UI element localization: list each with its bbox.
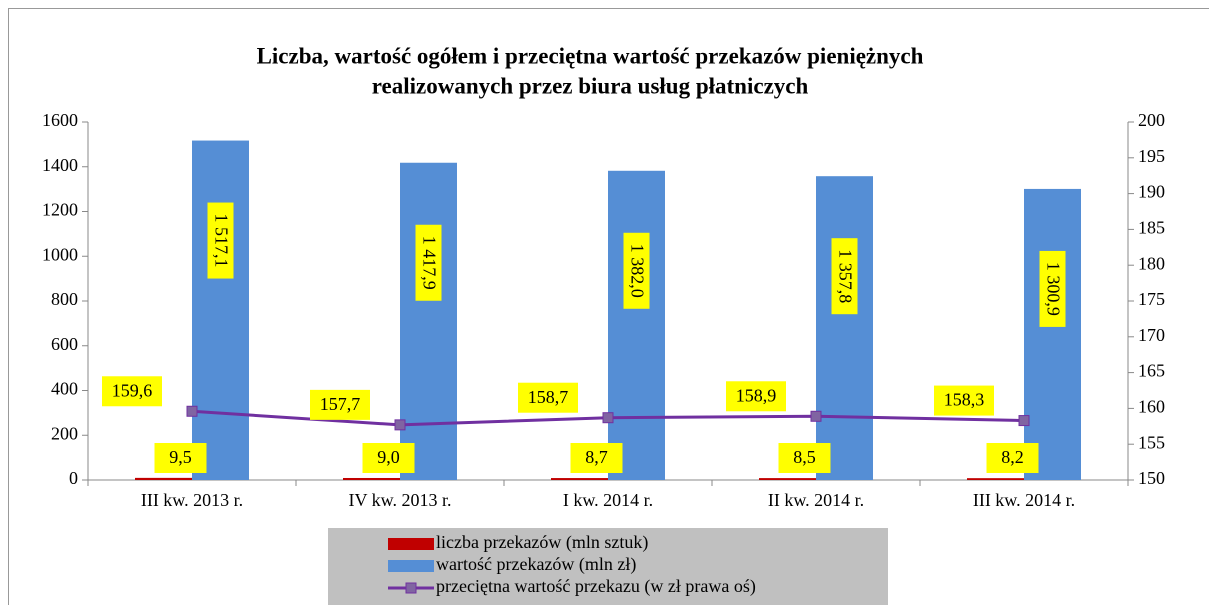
y-tick-label: 1600 bbox=[42, 110, 78, 130]
marker bbox=[395, 420, 405, 430]
y-tick-label: 200 bbox=[51, 423, 78, 443]
y2-tick-label: 150 bbox=[1138, 468, 1165, 488]
data-label: 1 517,1 bbox=[211, 214, 231, 268]
data-label: 9,0 bbox=[377, 447, 400, 467]
y-tick-label: 0 bbox=[69, 468, 78, 488]
legend-swatch bbox=[388, 560, 434, 572]
y2-tick-label: 190 bbox=[1138, 182, 1165, 202]
data-label: 1 417,9 bbox=[419, 236, 439, 290]
marker bbox=[1019, 416, 1029, 426]
bar bbox=[1024, 189, 1081, 480]
legend-swatch bbox=[406, 583, 416, 593]
bar bbox=[967, 478, 1024, 480]
x-tick-label: III kw. 2014 r. bbox=[973, 490, 1075, 510]
marker bbox=[187, 406, 197, 416]
data-label: 157,7 bbox=[320, 394, 361, 414]
data-label: 1 357,8 bbox=[835, 249, 855, 303]
marker bbox=[603, 413, 613, 423]
y2-tick-label: 195 bbox=[1138, 146, 1165, 166]
bar bbox=[551, 478, 608, 480]
bar bbox=[192, 141, 249, 480]
x-tick-label: I kw. 2014 r. bbox=[563, 490, 653, 510]
chart-title: realizowanych przez biura usług płatnicz… bbox=[372, 73, 809, 98]
bar bbox=[400, 163, 457, 480]
y2-tick-label: 165 bbox=[1138, 361, 1165, 381]
y-tick-label: 1200 bbox=[42, 200, 78, 220]
data-label: 8,5 bbox=[793, 447, 816, 467]
bar bbox=[343, 478, 400, 480]
y-tick-label: 400 bbox=[51, 379, 78, 399]
y2-tick-label: 160 bbox=[1138, 397, 1165, 417]
bar bbox=[608, 171, 665, 480]
data-label: 1 382,0 bbox=[627, 244, 647, 298]
data-label: 8,7 bbox=[585, 447, 608, 467]
legend-label: liczba przekazów (mln sztuk) bbox=[436, 532, 648, 553]
data-label: 159,6 bbox=[112, 380, 153, 400]
bar bbox=[816, 176, 873, 480]
legend-swatch bbox=[388, 538, 434, 550]
legend-label: przeciętna wartość przekazu (w zł prawa … bbox=[436, 576, 756, 597]
y2-tick-label: 180 bbox=[1138, 253, 1165, 273]
data-label: 158,9 bbox=[736, 385, 777, 405]
data-label: 8,2 bbox=[1001, 447, 1024, 467]
y2-tick-label: 175 bbox=[1138, 289, 1165, 309]
x-tick-label: IV kw. 2013 r. bbox=[349, 490, 452, 510]
legend-label: wartość przekazów (mln zł) bbox=[436, 554, 636, 575]
marker bbox=[811, 411, 821, 421]
y-tick-label: 1000 bbox=[42, 244, 78, 264]
data-label: 158,3 bbox=[944, 390, 985, 410]
y-tick-label: 800 bbox=[51, 289, 78, 309]
bar bbox=[759, 478, 816, 480]
y2-tick-label: 185 bbox=[1138, 218, 1165, 238]
y2-tick-label: 200 bbox=[1138, 110, 1165, 130]
y-tick-label: 1400 bbox=[42, 155, 78, 175]
data-label: 1 300,9 bbox=[1043, 262, 1063, 316]
y-tick-label: 600 bbox=[51, 334, 78, 354]
y2-tick-label: 155 bbox=[1138, 432, 1165, 452]
x-tick-label: III kw. 2013 r. bbox=[141, 490, 243, 510]
chart-title: Liczba, wartość ogółem i przeciętna wart… bbox=[257, 43, 924, 68]
data-label: 9,5 bbox=[169, 447, 192, 467]
data-label: 158,7 bbox=[528, 387, 569, 407]
bar bbox=[135, 478, 192, 480]
y2-tick-label: 170 bbox=[1138, 325, 1165, 345]
x-tick-label: II kw. 2014 r. bbox=[768, 490, 864, 510]
